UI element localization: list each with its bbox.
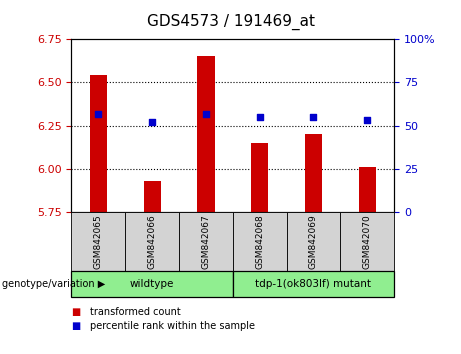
Point (95, 111, 102, 116)
Point (256, 114, 263, 120)
Text: GSM842069: GSM842069 (309, 214, 318, 269)
Text: GSM842066: GSM842066 (148, 214, 157, 269)
Point (310, 114, 317, 120)
Text: genotype/variation ▶: genotype/variation ▶ (2, 279, 106, 289)
Text: GSM842065: GSM842065 (94, 214, 103, 269)
Bar (305, 134, 322, 212)
Point (364, 118, 371, 123)
Bar (251, 143, 268, 212)
Text: GSM842070: GSM842070 (363, 214, 372, 269)
Text: ■: ■ (71, 321, 81, 331)
Point (202, 111, 210, 116)
Text: tdp-1(ok803lf) mutant: tdp-1(ok803lf) mutant (255, 279, 372, 289)
Text: GSM842068: GSM842068 (255, 214, 264, 269)
Bar (359, 167, 376, 212)
Bar (90, 75, 107, 212)
Text: GSM842067: GSM842067 (201, 214, 210, 269)
Text: ■: ■ (71, 307, 81, 316)
Point (148, 119, 156, 125)
Text: percentile rank within the sample: percentile rank within the sample (90, 321, 255, 331)
Bar (197, 56, 214, 212)
Text: GDS4573 / 191469_at: GDS4573 / 191469_at (147, 14, 314, 30)
Bar (143, 181, 161, 212)
Text: transformed count: transformed count (90, 307, 181, 316)
Text: wildtype: wildtype (130, 279, 174, 289)
